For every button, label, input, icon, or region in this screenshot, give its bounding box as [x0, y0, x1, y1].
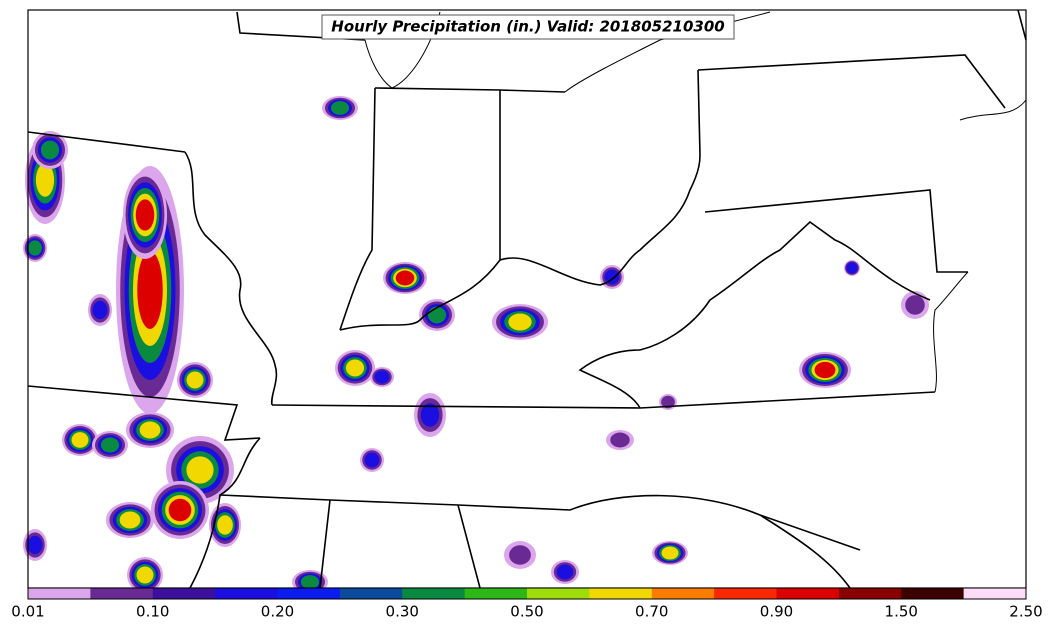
precip-contour [846, 262, 858, 274]
colorbar-segment [776, 588, 840, 599]
colorbar-segment [152, 588, 216, 599]
colorbar: 0.01 0.10 0.20 0.30 0.50 0.70 0.90 1.50 2.50 [11, 587, 1043, 621]
precip-contour [217, 515, 233, 535]
precip-contour [168, 498, 192, 522]
colorbar-label: 1.50 [885, 603, 918, 621]
colorbar-segment [651, 588, 715, 599]
precip-contour [100, 437, 120, 453]
precip-contour [28, 240, 42, 256]
precipitation-field [23, 96, 929, 594]
colorbar-segment [714, 588, 777, 599]
colorbar-segment [402, 588, 466, 599]
precip-contour [364, 452, 380, 468]
precip-contour [395, 270, 415, 286]
colorbar-segment [589, 588, 653, 599]
precip-contour [508, 313, 532, 331]
colorbar-label: 0.01 [11, 603, 44, 621]
colorbar-segment [277, 588, 341, 599]
precip-contour [604, 269, 620, 285]
precip-contour [420, 403, 440, 427]
precip-contour [35, 163, 55, 197]
precip-contour [136, 566, 154, 584]
state-borders [27, 9, 1027, 589]
precip-contour [137, 251, 163, 329]
colorbar-segment [90, 588, 154, 599]
colorbar-segment [28, 588, 91, 599]
precip-contour [661, 546, 679, 560]
precip-contour [186, 371, 204, 389]
precip-contour [330, 101, 350, 115]
colorbar-segment [901, 588, 965, 599]
colorbar-label: 0.90 [760, 603, 793, 621]
precip-contour [610, 432, 630, 448]
colorbar-label: 0.30 [386, 603, 419, 621]
precip-contour [509, 545, 531, 565]
precip-contour [905, 295, 925, 315]
precip-contour [139, 421, 161, 439]
precip-contour [40, 140, 60, 160]
colorbar-frame [27, 587, 1027, 600]
precip-contour [661, 395, 675, 409]
precip-contour [814, 361, 836, 379]
precip-contour [300, 575, 320, 589]
precip-contour [71, 432, 89, 448]
precip-contour [345, 359, 365, 377]
colorbar-segment [215, 588, 278, 599]
colorbar-segment [464, 588, 528, 599]
precip-contour [135, 199, 155, 231]
colorbar-label: 2.50 [1009, 603, 1042, 621]
colorbar-label: 0.10 [136, 603, 169, 621]
title-box [321, 14, 735, 40]
colorbar-segment [339, 588, 403, 599]
colorbar-segment [963, 588, 1027, 599]
colorbar-segment [527, 588, 590, 599]
colorbar-label: 0.20 [261, 603, 294, 621]
precip-contour [374, 370, 390, 384]
precip-contour [556, 564, 574, 580]
colorbar-label: 0.50 [510, 603, 543, 621]
precip-contour [92, 300, 108, 320]
map-title: Hourly Precipitation (in.) Valid: 201805… [331, 18, 724, 36]
colorbar-label: 0.70 [635, 603, 668, 621]
precip-contour [119, 511, 141, 529]
precip-contour [427, 306, 447, 324]
precip-contour [27, 535, 43, 555]
colorbar-segment [838, 588, 902, 599]
precip-contour [186, 456, 214, 484]
